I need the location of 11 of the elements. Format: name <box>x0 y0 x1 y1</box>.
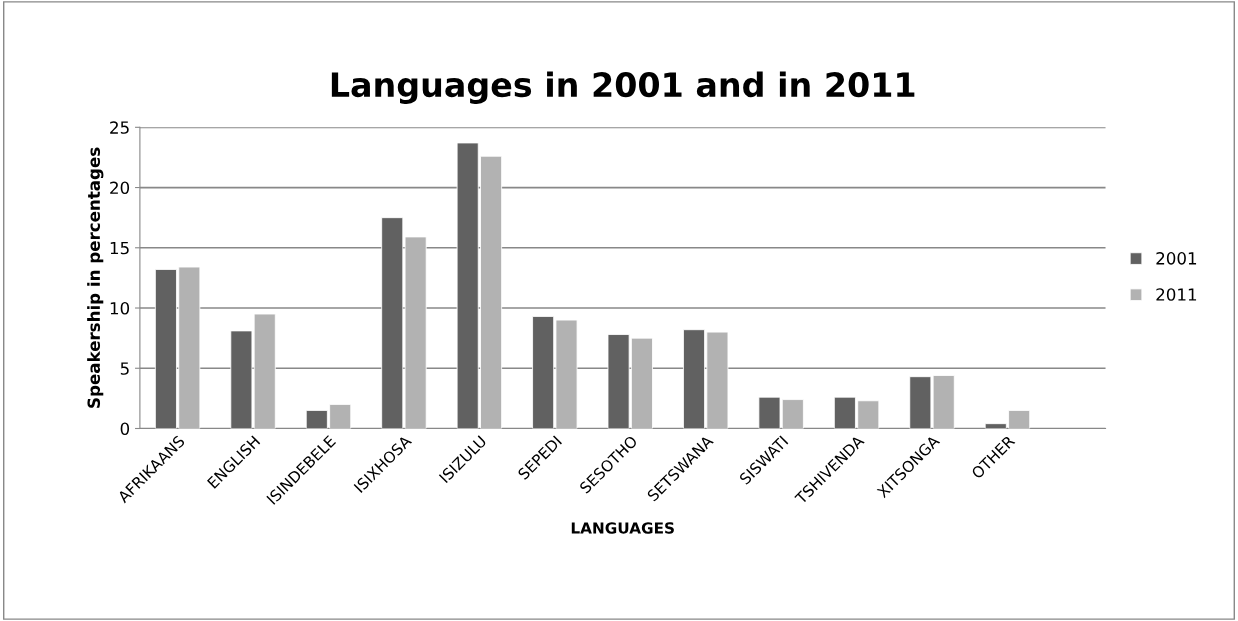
y-tick-label: 5 <box>120 362 129 375</box>
chart-title: Languages in 2001 and in 2011 <box>331 71 915 104</box>
y-tick-label: 15 <box>110 241 129 255</box>
x-axis-title: LANGUAGES <box>571 522 674 534</box>
y-axis-title: Speakership in percentages <box>87 147 104 408</box>
legend-label: 2001 <box>1156 252 1197 265</box>
y-tick-label: 0 <box>120 422 130 436</box>
y-tick-label: 10 <box>110 301 130 315</box>
y-tick-label: 25 <box>110 121 129 134</box>
legend-label: 2011 <box>1156 288 1197 301</box>
y-tick-label: 20 <box>110 181 130 195</box>
